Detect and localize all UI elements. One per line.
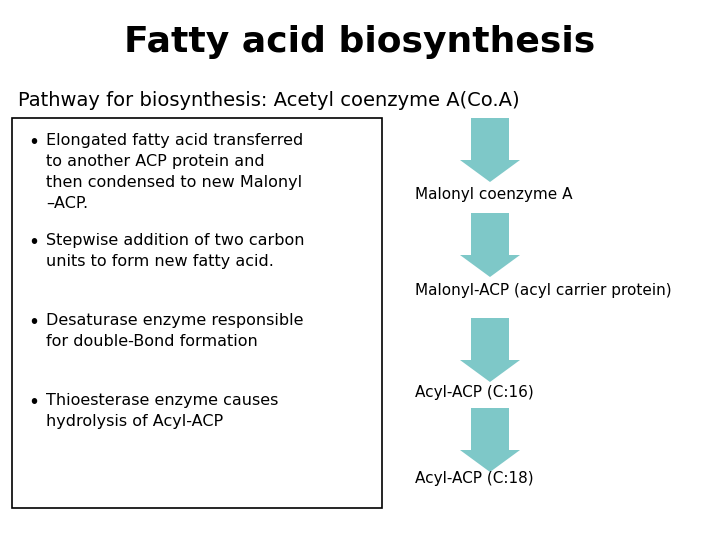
- Polygon shape: [460, 255, 520, 277]
- Text: Malonyl coenzyme A: Malonyl coenzyme A: [415, 187, 572, 202]
- Text: •: •: [28, 393, 39, 412]
- Text: Desaturase enzyme responsible
for double-Bond formation: Desaturase enzyme responsible for double…: [46, 313, 304, 349]
- Text: Fatty acid biosynthesis: Fatty acid biosynthesis: [125, 25, 595, 59]
- FancyBboxPatch shape: [471, 213, 509, 255]
- FancyBboxPatch shape: [12, 118, 382, 508]
- Text: Stepwise addition of two carbon
units to form new fatty acid.: Stepwise addition of two carbon units to…: [46, 233, 305, 269]
- Text: •: •: [28, 133, 39, 152]
- Polygon shape: [460, 360, 520, 382]
- Text: Acyl-ACP (C:16): Acyl-ACP (C:16): [415, 386, 534, 401]
- Text: Acyl-ACP (C:18): Acyl-ACP (C:18): [415, 470, 534, 485]
- Text: •: •: [28, 313, 39, 332]
- Text: Elongated fatty acid transferred
to another ACP protein and
then condensed to ne: Elongated fatty acid transferred to anot…: [46, 133, 303, 211]
- Text: Thioesterase enzyme causes
hydrolysis of Acyl-ACP: Thioesterase enzyme causes hydrolysis of…: [46, 393, 279, 429]
- FancyBboxPatch shape: [471, 118, 509, 160]
- Polygon shape: [460, 450, 520, 472]
- Text: Pathway for biosynthesis: Acetyl coenzyme A(Co.A): Pathway for biosynthesis: Acetyl coenzym…: [18, 91, 520, 110]
- Text: •: •: [28, 233, 39, 252]
- Text: Malonyl-ACP (acyl carrier protein): Malonyl-ACP (acyl carrier protein): [415, 282, 672, 298]
- FancyBboxPatch shape: [471, 318, 509, 360]
- Polygon shape: [460, 160, 520, 182]
- FancyBboxPatch shape: [471, 408, 509, 450]
